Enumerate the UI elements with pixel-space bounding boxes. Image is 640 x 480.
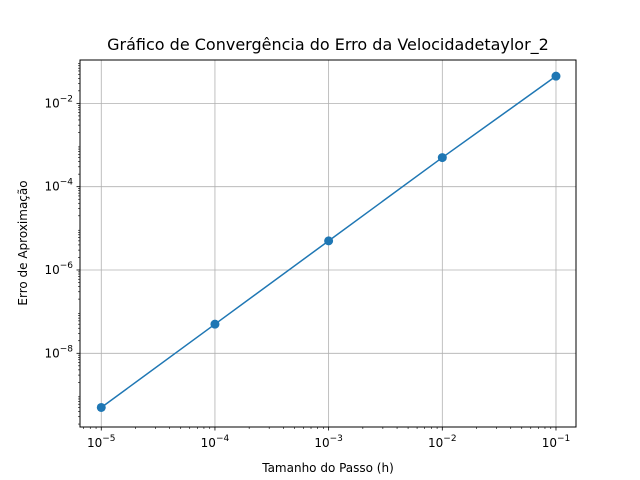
x-axis-label: Tamanho do Passo (h) <box>261 461 394 475</box>
data-point <box>551 71 561 81</box>
data-point <box>210 319 220 329</box>
x-tick-label: 10−1 <box>542 434 571 450</box>
x-tick-label: 10−4 <box>201 434 230 450</box>
y-axis-label: Erro de Aproximação <box>16 180 30 305</box>
data-point <box>324 236 334 246</box>
plot-frame <box>79 59 577 428</box>
data-point <box>96 402 106 412</box>
chart-title: Gráfico de Convergência do Erro da Veloc… <box>107 35 549 55</box>
grid <box>80 60 576 427</box>
series-layer <box>96 71 561 412</box>
data-point <box>437 153 447 163</box>
y-tick-label: 10−8 <box>44 344 73 360</box>
y-tick-label: 10−2 <box>44 94 73 110</box>
x-tick-label: 10−2 <box>428 434 457 450</box>
y-tick-label: 10−4 <box>44 178 73 194</box>
x-tick-label: 10−5 <box>87 434 116 450</box>
axis-ticks: 10−5 10−4 10−3 10−2 10−1 10−8 10−6 10−4 10−2 <box>44 63 571 450</box>
y-tick-label: 10−6 <box>44 261 73 277</box>
x-tick-label: 10−3 <box>314 434 343 450</box>
